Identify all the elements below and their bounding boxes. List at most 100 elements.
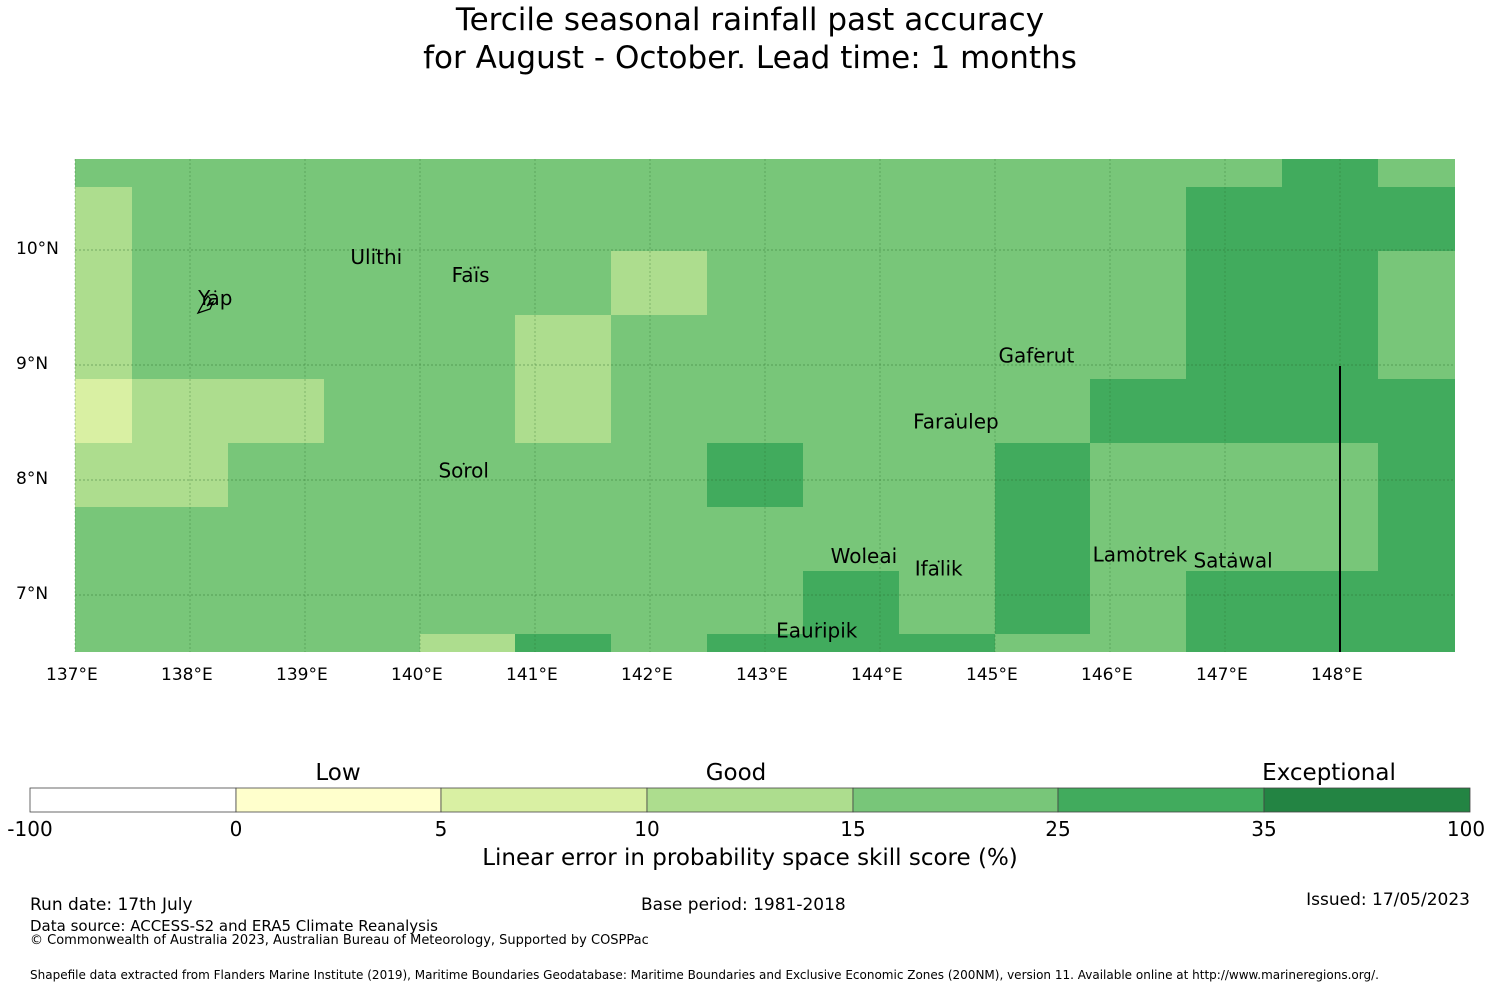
grid-cell (1282, 443, 1378, 507)
grid-cell (515, 571, 611, 634)
island-markers: Yap Ulithi Faïs Gaferut Faraulep Sorol Woleai I… (196, 245, 1273, 643)
grid-cell (611, 187, 707, 251)
grid-cell (1378, 571, 1455, 634)
grid-cell (228, 571, 324, 634)
grid-cell (132, 571, 228, 634)
grid-cell (515, 187, 611, 251)
grid-cell (1186, 634, 1282, 652)
skill-grid-cells (75, 159, 1455, 652)
island-label: Faïs (452, 263, 490, 287)
grid-cell (1186, 507, 1282, 571)
grid-cell (611, 159, 707, 187)
colorbar-tick: -100 (7, 817, 53, 841)
island-label: Yap (197, 286, 232, 310)
grid-cell (75, 159, 132, 187)
grid-cell (228, 315, 324, 379)
yap-island-outline (196, 294, 215, 315)
grid-cell (1090, 571, 1186, 634)
grid-cell (75, 379, 132, 443)
grid-cell (132, 443, 228, 507)
latitude-label: 8°N (16, 469, 49, 489)
grid-cell (1090, 634, 1186, 652)
grid-cell (995, 187, 1090, 251)
longitude-label: 139°E (276, 665, 328, 685)
grid-cell (228, 159, 324, 187)
grid-cell (611, 634, 707, 652)
grid-cell (515, 251, 611, 315)
grid-cell (995, 379, 1090, 443)
grid-cell (707, 507, 803, 571)
grid-cell (995, 159, 1090, 187)
colorbar-tick: 15 (840, 817, 866, 841)
grid-cell (707, 159, 803, 187)
grid-cell (803, 251, 899, 315)
grid-cell (515, 507, 611, 571)
grid-cell (324, 571, 420, 634)
grid-cell (75, 571, 132, 634)
island-label: Sorol (438, 459, 489, 483)
island-dot (462, 462, 465, 465)
grid-cell (803, 187, 899, 251)
island-dot (1035, 347, 1038, 350)
island-dot (214, 290, 217, 293)
longitude-label: 137°E (46, 665, 98, 685)
grid-cell (899, 507, 995, 571)
colorbar-tick: 35 (1251, 817, 1277, 841)
colorbar-category-low: Low (315, 760, 361, 786)
map-gridlines (74, 159, 1455, 652)
grid-cell (899, 379, 995, 443)
colorbar (29, 787, 1471, 813)
grid-cell (420, 507, 515, 571)
grid-cell (132, 187, 228, 251)
grid-cell (1090, 379, 1186, 443)
grid-cell (75, 251, 132, 315)
grid-cell (515, 315, 611, 379)
grid-cell (707, 571, 803, 634)
grid-cell (1186, 379, 1282, 443)
grid-cell (803, 507, 899, 571)
colorbar-segment (646, 787, 854, 813)
grid-cell (420, 159, 515, 187)
shapefile-credit: Shapefile data extracted from Flanders M… (30, 968, 1379, 982)
longitude-label: 147°E (1196, 665, 1248, 685)
grid-cell (899, 571, 995, 634)
grid-cell (611, 315, 707, 379)
island-dot (1232, 552, 1235, 555)
data-source: Data source: ACCESS-S2 and ERA5 Climate … (30, 917, 438, 935)
island-label: Gaferut (998, 344, 1074, 368)
grid-cell (1186, 187, 1282, 251)
grid-cell (1378, 507, 1455, 571)
longitude-label: 144°E (851, 665, 903, 685)
grid-cell (899, 159, 995, 187)
grid-cell (75, 315, 132, 379)
longitude-label: 148°E (1311, 665, 1363, 685)
grid-cell (611, 251, 707, 315)
latitude-label: 7°N (16, 584, 49, 604)
grid-cell (1282, 634, 1378, 652)
grid-cell (228, 251, 324, 315)
grid-cell (899, 443, 995, 507)
grid-cell (132, 159, 228, 187)
island-label: Lamotrek (1093, 543, 1188, 567)
grid-cell (995, 634, 1090, 652)
colorbar-category-exceptional: Exceptional (1262, 760, 1396, 786)
grid-cell (803, 571, 899, 634)
grid-cell (1186, 315, 1282, 379)
grid-cell (132, 507, 228, 571)
colorbar-tick: 5 (434, 817, 448, 841)
grid-cell (228, 379, 324, 443)
grid-cell (1282, 315, 1378, 379)
colorbar-segment (1263, 787, 1471, 813)
grid-cell (803, 379, 899, 443)
grid-cell (899, 315, 995, 379)
grid-cell (1282, 187, 1378, 251)
grid-cell (1378, 251, 1455, 315)
grid-cell (515, 443, 611, 507)
grid-cell (1186, 251, 1282, 315)
grid-cell (803, 159, 899, 187)
grid-cell (1282, 379, 1378, 443)
island-label: Ulithi (350, 245, 402, 269)
island-label: Ifalik (915, 556, 963, 580)
colorbar-category-good: Good (705, 760, 767, 786)
